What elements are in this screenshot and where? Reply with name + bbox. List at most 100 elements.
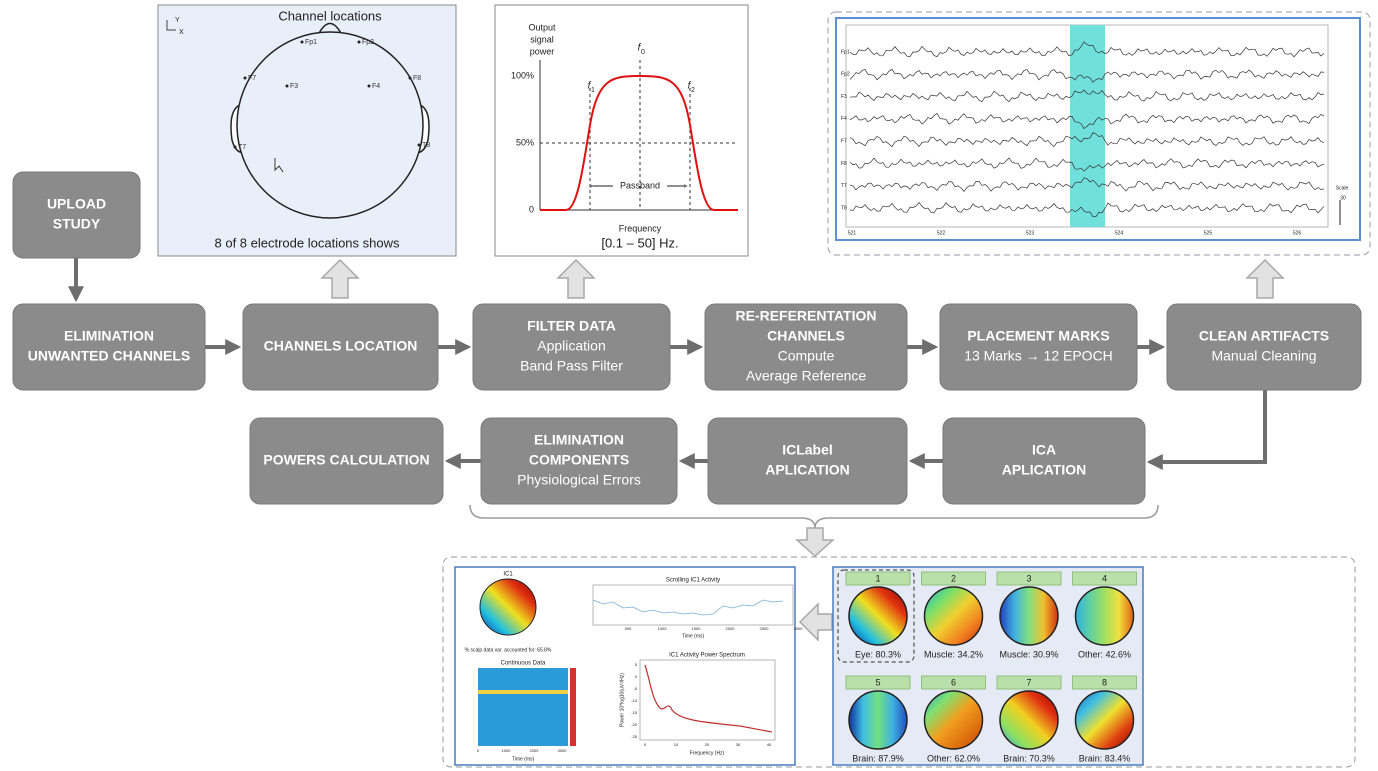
scale-value: 30 [1340,195,1346,201]
node-detail: Manual Cleaning [1211,348,1316,364]
time-label: 522 [937,230,946,236]
node-detail: Average Reference [746,368,867,384]
band-label: Passband [620,180,660,190]
axis-label: Power 10*log10(uV²/Hz) [619,673,625,727]
electrode-label: F3 [290,83,298,90]
marker-sub: 2 [691,87,695,94]
electrode-label: F8 [413,75,421,82]
tick-label: 2000 [726,626,736,631]
node-title: UNWANTED CHANNELS [28,348,191,364]
electrode [368,85,371,88]
channel-label: F8 [841,161,847,167]
component-label: Eye: 80.3% [855,649,901,659]
axis-label: X [179,29,184,36]
process-node: ICA APLICATION [943,418,1145,504]
marker-sub: 0 [641,49,645,56]
ica-section: IC1 % scalp data var. accounted for: 65.8… [443,557,1355,767]
component-label: Brain: 83.4% [1079,753,1131,763]
node-detail: 13 Marks → 12 EPOCH [964,348,1113,364]
tick-label: -20 [631,722,638,727]
tick-label: 20 [705,742,710,747]
channel-label: Fp2 [841,72,850,78]
electrode-label: T8 [422,142,430,149]
component-number: 6 [951,677,956,687]
time-label: 523 [1026,230,1035,236]
channel-label: T7 [841,183,847,189]
tick-label: -10 [631,698,638,703]
scale-label: Scale [1336,185,1349,191]
node-title: POWERS CALCULATION [263,452,429,468]
axis-label: Y [175,17,180,24]
component-number: 4 [1102,573,1107,583]
tick-label: 2000 [530,748,540,753]
electrode [301,41,304,44]
component-number: 8 [1102,677,1107,687]
component-number: 3 [1026,573,1031,583]
time-label: 521 [848,230,857,236]
component-label: Muscle: 34.2% [924,649,983,659]
topoplot [849,691,907,749]
component-title: IC1 [503,572,513,578]
node-title: CLEAN ARTIFACTS [1199,328,1329,344]
y-label: power [530,46,555,56]
tick-label: 30 [736,742,741,747]
node-title: COMPONENTS [529,452,629,468]
node-title: CHANNELS [767,328,845,344]
node-title: PLACEMENT MARKS [967,328,1109,344]
node-title: UPLOAD [47,196,106,212]
electrode [286,85,289,88]
process-node: POWERS CALCULATION [250,418,443,504]
electrode-label: Fp2 [362,39,374,46]
node-title: CHANNELS LOCATION [264,338,418,354]
tick-label: -25 [631,734,638,739]
component-number: 1 [875,573,880,583]
panel-title: Channel locations [278,8,382,23]
y-label: signal [530,34,554,44]
component-label: Brain: 87.9% [852,753,904,763]
electrode [234,146,237,149]
panel-caption: 8 of 8 electrode locations shows [215,235,400,250]
node-title: APLICATION [1002,462,1087,478]
component-number: 5 [875,677,880,687]
variance-caption: % scalp data var. accounted for: 65.8% [465,647,552,653]
marker-sub: 1 [591,87,595,94]
plot-title: Scrolling IC1 Activity [666,578,720,584]
x-label: Frequency [619,223,662,233]
tick-label: 3000 [794,626,804,631]
channel-label: T8 [841,205,847,211]
tick-label: 40 [767,742,772,747]
topoplot [1076,691,1134,749]
tick-label: 500 [625,626,632,631]
time-label: 524 [1115,230,1124,236]
tick-label: 2500 [760,626,770,631]
topoplot [925,587,983,645]
component-number: 2 [951,573,956,583]
axis-label: Time (ms) [682,633,705,639]
electrode [418,144,421,147]
topoplot [480,579,536,635]
plot-title: IC1 Activity Power Spectrum [669,653,745,659]
topoplot [849,587,907,645]
topoplot [1076,587,1134,645]
y-label: Output [528,22,556,32]
electrode [358,41,361,44]
level-label: 0 [529,204,534,214]
electrode [244,77,247,80]
channel-label: F4 [841,116,847,122]
diagram: UPLOADSTUDYELIMINATIONUNWANTED CHANNELSC… [0,0,1378,771]
level-label: 100% [511,70,534,80]
component-label: Brain: 70.3% [1003,753,1055,763]
electrode-label: Fp1 [305,39,317,46]
range-label: [0.1 – 50] Hz. [601,235,678,250]
node-title: ICA [1032,442,1056,458]
tick-label: 1000 [502,748,512,753]
component-label: Other: 42.6% [1078,649,1131,659]
topoplot [1000,587,1058,645]
channel-label: F3 [841,94,847,100]
